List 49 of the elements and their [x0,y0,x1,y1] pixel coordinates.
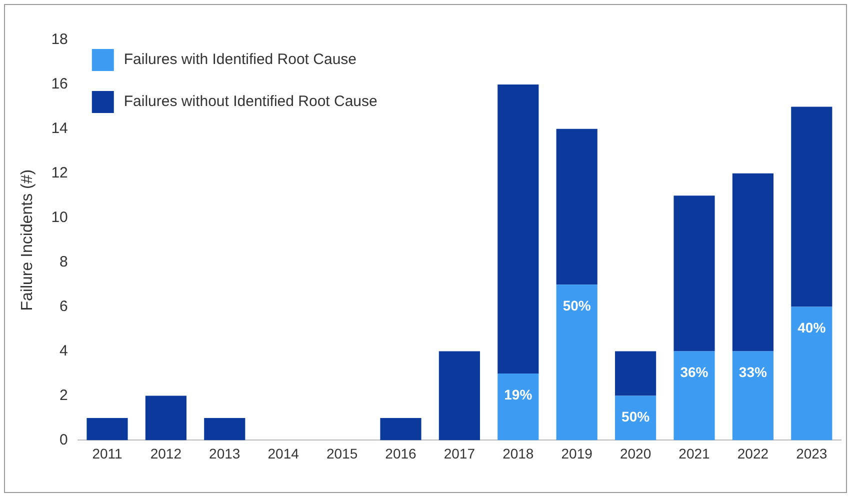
bar [791,106,832,307]
bar [204,418,246,440]
x-tick-label: 2014 [268,445,300,462]
bar [674,351,715,440]
x-tick-label: 2016 [385,445,417,462]
bar [498,374,539,440]
annotation: 36% [680,364,709,380]
x-tick-label: 2012 [150,445,182,462]
y-tick-label: 14 [51,120,68,138]
bar [791,306,832,440]
annotation: 50% [562,297,592,314]
bar [732,173,774,352]
y-tick-label: 4 [60,342,68,360]
bar [674,196,715,352]
annotation: 33% [738,364,768,380]
y-tick-label: 8 [60,253,68,270]
y-axis-title: Failure Incidents (#) [19,169,36,311]
bar [732,351,774,440]
annotation: 19% [504,386,533,402]
x-tick-label: 2023 [796,445,828,462]
legend-label: Failures with Identified Root Cause [124,51,357,68]
bar [380,418,422,440]
y-tick-label: 12 [51,164,68,182]
x-tick-label: 2019 [561,445,593,462]
x-tick-label: 2022 [737,445,769,462]
y-tick-label: 6 [60,298,68,315]
y-tick-label: 10 [51,209,68,226]
x-tick-label: 2011 [92,445,122,462]
bar [86,418,128,440]
bar [556,128,598,285]
y-tick-label: 18 [51,31,68,48]
bar [438,351,480,440]
bar [615,351,656,396]
x-tick-label: 2021 [678,445,710,462]
y-tick-label: 2 [60,386,68,404]
bar [556,284,598,440]
x-tick-label: 2020 [620,445,652,462]
x-tick-label: 2013 [209,445,240,462]
x-tick-label: 2015 [326,445,358,462]
annotation: 40% [798,320,826,336]
annotation: 50% [622,408,650,425]
x-tick-label: 2018 [502,445,534,462]
legend-label: Failures without Identified Root Cause [124,93,378,110]
bar [615,396,656,440]
x-tick-label: 2017 [444,445,476,462]
y-tick-label: 16 [51,76,68,93]
bar [145,396,186,440]
y-tick-label: 0 [60,431,68,448]
bar [498,84,539,374]
